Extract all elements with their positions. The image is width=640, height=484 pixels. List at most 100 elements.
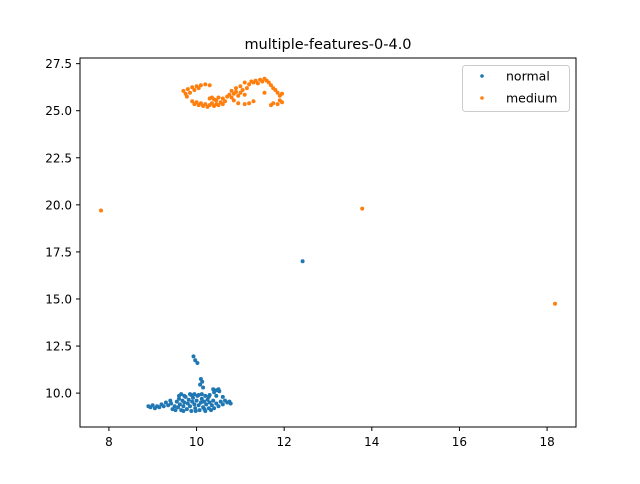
point-medium-33 xyxy=(216,95,221,100)
point-normal-60 xyxy=(199,396,204,401)
point-medium-66 xyxy=(251,99,256,104)
point-normal-21 xyxy=(220,394,225,399)
point-normal-84 xyxy=(188,392,192,397)
x-tick-label: 10 xyxy=(189,435,204,449)
point-medium-54 xyxy=(266,80,271,85)
point-normal-1 xyxy=(191,354,196,359)
points-layer xyxy=(99,76,557,413)
point-normal-58 xyxy=(197,408,202,413)
point-normal-85 xyxy=(206,394,211,399)
point-medium-67 xyxy=(247,101,252,106)
point-normal-59 xyxy=(198,400,203,405)
x-tick-label: 16 xyxy=(452,435,467,449)
point-medium-65 xyxy=(269,103,273,108)
point-medium-68 xyxy=(242,102,247,107)
point-medium-70 xyxy=(231,98,236,103)
point-normal-49 xyxy=(188,404,192,409)
point-normal-24 xyxy=(150,403,155,408)
point-normal-50 xyxy=(189,409,194,413)
point-medium-0 xyxy=(99,208,103,213)
point-normal-52 xyxy=(191,395,195,400)
point-medium-75 xyxy=(234,86,238,91)
point-medium-41 xyxy=(238,90,243,95)
legend-label-normal: normal xyxy=(506,69,550,84)
point-normal-29 xyxy=(161,404,166,409)
point-medium-37 xyxy=(229,95,234,100)
point-medium-24 xyxy=(209,101,214,106)
point-normal-35 xyxy=(172,404,177,409)
y-tick-label: 22.5 xyxy=(45,151,72,165)
point-normal-53 xyxy=(192,402,197,407)
plot-frame xyxy=(79,57,577,428)
point-medium-42 xyxy=(240,88,245,92)
point-normal-15 xyxy=(192,392,197,397)
point-medium-29 xyxy=(220,102,225,107)
point-normal-45 xyxy=(183,394,188,399)
point-medium-11 xyxy=(196,86,201,91)
point-normal-18 xyxy=(203,393,208,398)
point-medium-43 xyxy=(242,92,247,97)
point-medium-14 xyxy=(207,83,212,88)
point-medium-3 xyxy=(181,88,186,93)
point-normal-70 xyxy=(211,398,216,403)
point-normal-30 xyxy=(163,400,168,405)
point-normal-73 xyxy=(216,404,221,409)
point-medium-17 xyxy=(194,100,199,105)
point-normal-2 xyxy=(193,358,198,363)
point-medium-44 xyxy=(244,86,249,91)
point-medium-55 xyxy=(269,83,273,88)
y-tick-label: 12.5 xyxy=(45,340,72,354)
point-normal-79 xyxy=(228,401,233,406)
point-medium-69 xyxy=(236,101,241,106)
point-normal-69 xyxy=(209,403,214,408)
legend-marker-normal xyxy=(480,74,484,78)
x-tick-label: 12 xyxy=(277,435,292,449)
point-normal-31 xyxy=(166,403,171,408)
point-normal-40 xyxy=(177,402,182,407)
point-normal-47 xyxy=(185,401,190,406)
point-normal-36 xyxy=(173,408,178,413)
y-tick-label: 10.0 xyxy=(45,387,72,401)
ticks-layer: 8 10 12 14 16 18 10.0 12.5 15.0 17.5 20.0 22.5 25.0 2… xyxy=(45,57,554,449)
point-medium-6 xyxy=(188,90,192,95)
point-normal-56 xyxy=(195,393,200,398)
chart-title: multiple-features-0-4.0 xyxy=(244,37,411,53)
point-normal-83 xyxy=(177,393,181,398)
point-normal-82 xyxy=(202,407,207,412)
point-medium-72 xyxy=(214,98,219,103)
point-normal-74 xyxy=(218,399,223,404)
point-normal-7 xyxy=(201,385,206,390)
point-medium-48 xyxy=(253,78,258,83)
point-normal-39 xyxy=(177,396,181,401)
point-medium-5 xyxy=(185,87,190,92)
point-medium-71 xyxy=(223,99,227,104)
point-normal-6 xyxy=(198,382,203,387)
point-normal-46 xyxy=(184,407,189,412)
y-tick-label: 15.0 xyxy=(45,292,72,306)
point-medium-9 xyxy=(192,88,197,92)
point-normal-68 xyxy=(209,408,213,413)
point-normal-11 xyxy=(212,390,217,395)
point-medium-19 xyxy=(198,101,203,106)
point-normal-20 xyxy=(214,393,219,398)
point-medium-12 xyxy=(198,83,203,88)
point-normal-0 xyxy=(300,259,305,264)
y-tick-label: 27.5 xyxy=(45,57,72,71)
x-tick-label: 18 xyxy=(539,435,554,449)
point-normal-81 xyxy=(193,409,198,413)
point-normal-17 xyxy=(199,392,204,397)
point-medium-74 xyxy=(242,80,247,85)
point-medium-13 xyxy=(203,82,208,87)
point-normal-55 xyxy=(194,398,199,403)
legend-label-medium: medium xyxy=(506,91,557,106)
point-normal-71 xyxy=(212,406,217,411)
point-medium-63 xyxy=(275,102,280,107)
point-normal-64 xyxy=(204,402,209,407)
point-medium-36 xyxy=(227,92,232,97)
point-medium-76 xyxy=(229,88,234,93)
y-tick-label: 20.0 xyxy=(45,198,72,212)
point-normal-3 xyxy=(195,361,200,365)
point-medium-51 xyxy=(260,79,265,84)
point-medium-8 xyxy=(190,85,195,90)
legend: normal medium xyxy=(462,65,570,112)
